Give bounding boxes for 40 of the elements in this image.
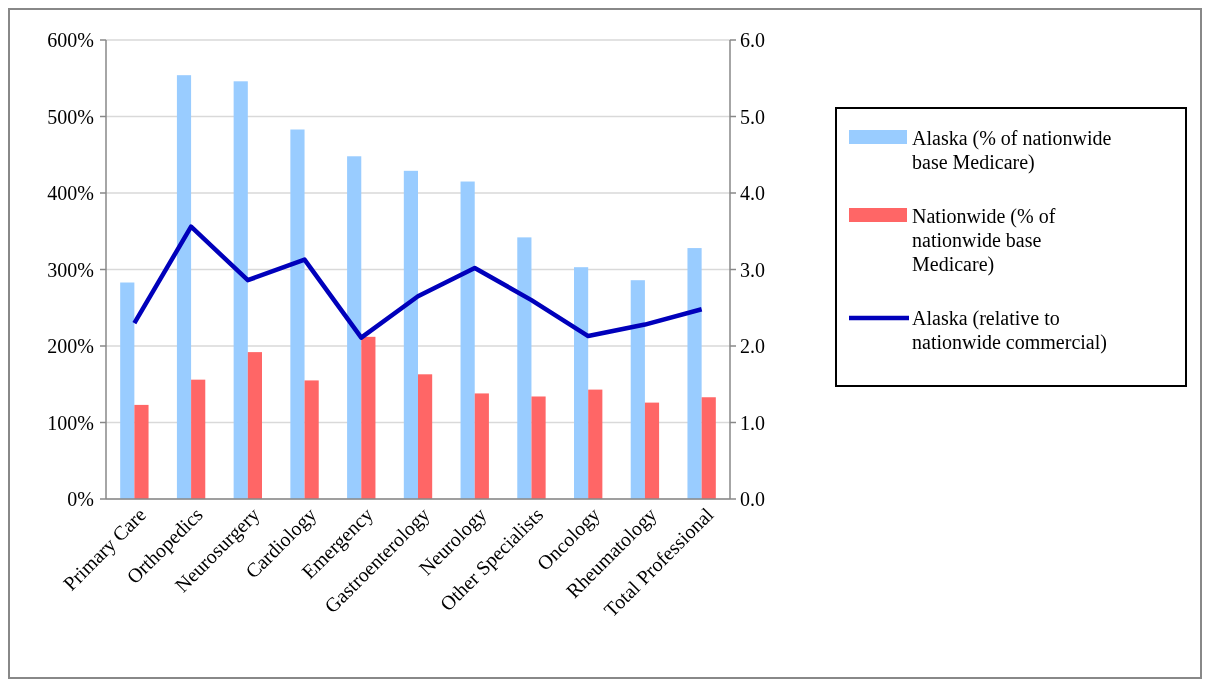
bar — [531, 396, 546, 499]
bar — [290, 129, 305, 499]
y2-tick-label: 5.0 — [740, 105, 765, 128]
bar — [630, 280, 645, 499]
bar — [701, 397, 716, 499]
y-tick-label: 500% — [47, 105, 94, 128]
y2-tick-label: 6.0 — [740, 29, 765, 51]
y-tick-label: 200% — [47, 335, 94, 357]
y2-tick-label: 1.0 — [740, 411, 765, 434]
bar — [460, 181, 475, 499]
bar — [644, 402, 660, 499]
y-tick-label: 600% — [47, 29, 94, 51]
legend-label: Nationwide (% of nationwide base Medicare) — [912, 205, 1056, 276]
bar — [574, 267, 589, 499]
bar — [687, 248, 702, 499]
y-tick-label: 400% — [47, 182, 94, 204]
bar — [588, 389, 603, 499]
bar — [176, 75, 192, 499]
bar — [418, 374, 433, 499]
bar — [361, 336, 376, 499]
y2-tick-label: 3.0 — [740, 258, 765, 281]
bar — [247, 352, 262, 499]
bar — [134, 404, 149, 499]
y2-tick-label: 2.0 — [740, 335, 765, 357]
bar — [304, 380, 319, 499]
legend-label: Alaska (relative to nationwide commercial) — [912, 307, 1107, 354]
y2-tick-label: 4.0 — [740, 182, 765, 204]
bar — [233, 81, 248, 499]
bar — [191, 379, 206, 499]
legend-label: Alaska (% of nationwide base Medicare) — [912, 127, 1112, 174]
bar — [403, 170, 418, 499]
bar — [474, 393, 489, 499]
line-series — [132, 224, 704, 340]
y2-tick-label: 0.0 — [740, 488, 765, 510]
y-tick-label: 100% — [47, 411, 94, 434]
bar — [517, 237, 532, 499]
y-tick-label: 0% — [67, 488, 94, 510]
bar — [120, 282, 135, 499]
bar — [347, 156, 362, 499]
y-tick-label: 300% — [47, 258, 94, 281]
